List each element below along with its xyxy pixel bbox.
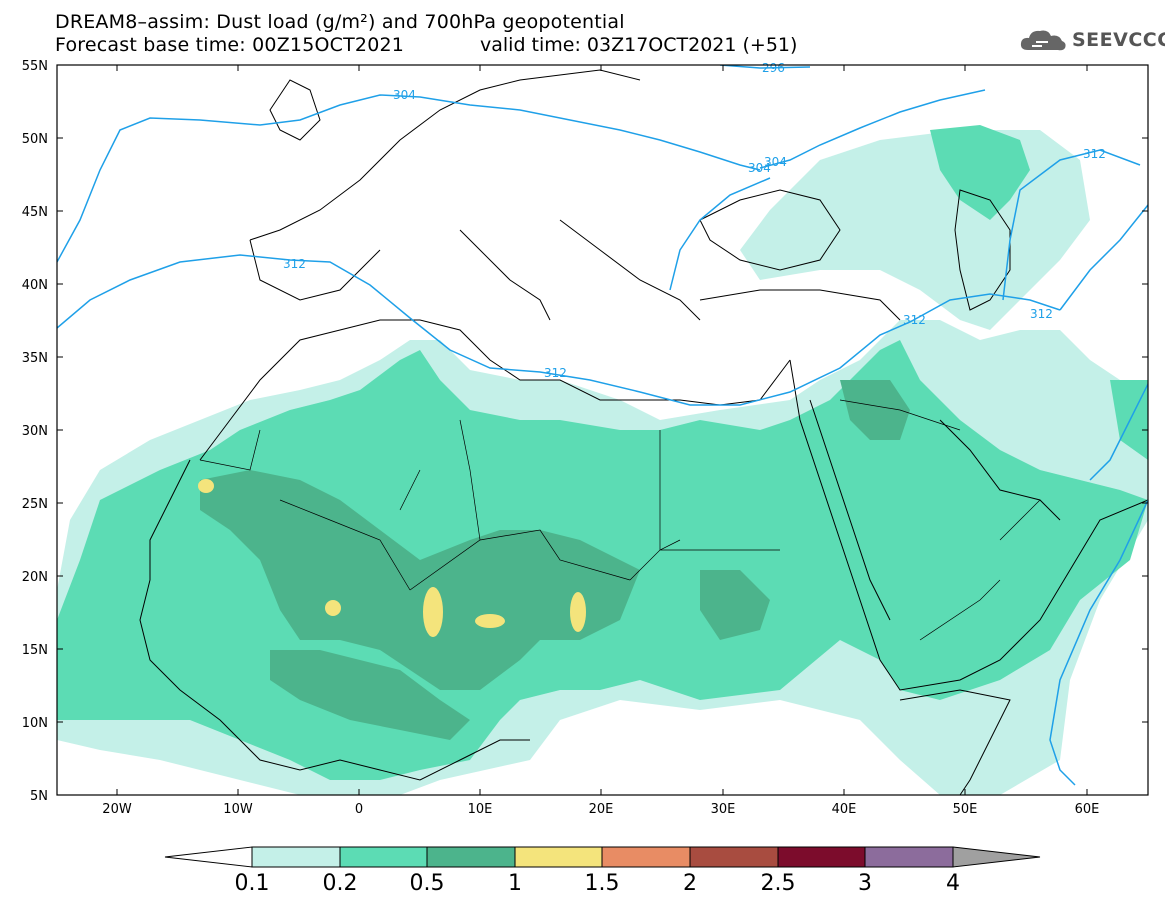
dust-level-1-blob bbox=[198, 479, 214, 493]
seevccc-logo: SEEVCCC bbox=[1018, 26, 1165, 54]
dust-level-1-blob bbox=[325, 600, 341, 616]
lon-axis bbox=[116, 65, 1088, 795]
coastline-italy bbox=[459, 229, 551, 321]
contour-label: 296 bbox=[762, 61, 785, 75]
lat-tick-label: 45N bbox=[22, 205, 48, 220]
dust-level-0.2-region-caspian bbox=[930, 125, 1030, 220]
map-title: DREAM8–assim: Dust load (g/m²) and 700hP… bbox=[55, 11, 625, 33]
coastline-caspian bbox=[954, 189, 1011, 311]
lon-tick-label: 20E bbox=[589, 802, 614, 817]
colorbar-label: 1.5 bbox=[584, 871, 620, 896]
lon-tick-label: 50E bbox=[953, 802, 978, 817]
dust-level-1-blob bbox=[475, 614, 505, 628]
lat-tick-label: 30N bbox=[22, 424, 48, 439]
contour-label: 312 bbox=[544, 366, 567, 380]
contour-304-me bbox=[1089, 382, 1148, 481]
coastline-red-sea bbox=[789, 359, 1148, 691]
contour-label: 304 bbox=[748, 161, 771, 175]
contour-label: 312 bbox=[1083, 147, 1106, 161]
colorbar-label: 0.2 bbox=[322, 871, 358, 896]
lat-tick-label: 50N bbox=[22, 132, 48, 147]
colorbar bbox=[164, 846, 1041, 868]
dust-level-0.5-region bbox=[200, 470, 640, 690]
coastline-north-africa bbox=[199, 319, 791, 461]
dust-level-1-blob bbox=[423, 587, 443, 637]
lat-tick-label: 35N bbox=[22, 351, 48, 366]
coastline-balkans bbox=[559, 219, 701, 321]
lat-tick-label: 20N bbox=[22, 570, 48, 585]
contour-312-tail bbox=[1049, 499, 1148, 786]
coastline-arabia-gulf bbox=[939, 419, 1061, 521]
contour-312-east bbox=[1002, 149, 1141, 301]
lon-tick-labels: 20W 10W 0 10E 20E 30E 40E 50E 60E bbox=[102, 802, 1099, 817]
colorbar-label: 4 bbox=[946, 871, 960, 896]
dust-level-0.5-region-arabia bbox=[840, 380, 910, 440]
border-lines bbox=[199, 399, 1041, 641]
cloud-icon bbox=[1020, 30, 1066, 51]
colorbar-under-triangle bbox=[164, 846, 253, 868]
colorbar-label: 1 bbox=[508, 871, 522, 896]
lon-tick-label: 10E bbox=[468, 802, 493, 817]
valid-time: valid time: 03Z17OCT2021 (+51) bbox=[480, 34, 798, 56]
lon-tick-label: 0 bbox=[355, 802, 363, 817]
dust-level-0.5-region-sahel bbox=[270, 650, 470, 740]
colorbar-over-triangle bbox=[952, 846, 1041, 868]
lon-tick-label: 60E bbox=[1075, 802, 1100, 817]
contour-label: 312 bbox=[1030, 307, 1053, 321]
geopotential-contours bbox=[57, 65, 1148, 786]
contour-label: 312 bbox=[903, 313, 926, 327]
dust-level-0.5-region-east bbox=[700, 570, 770, 640]
colorbar-label: 3 bbox=[858, 871, 872, 896]
lat-tick-label: 15N bbox=[22, 643, 48, 658]
lat-tick-label: 55N bbox=[22, 59, 48, 74]
lon-tick-label: 10W bbox=[223, 802, 253, 817]
colorbar-swatch bbox=[251, 846, 341, 868]
colorbar-swatch bbox=[601, 846, 691, 868]
colorbar-swatch bbox=[689, 846, 779, 868]
contour-312 bbox=[57, 254, 1061, 406]
colorbar-swatch bbox=[339, 846, 428, 868]
colorbar-swatch bbox=[864, 846, 954, 868]
colorbar-label: 0.1 bbox=[234, 871, 270, 896]
contour-304 bbox=[57, 94, 761, 263]
lat-tick-label: 10N bbox=[22, 716, 48, 731]
coastline-red-sea-east bbox=[809, 399, 891, 621]
contour-296 bbox=[719, 65, 811, 69]
coastlines bbox=[139, 69, 1148, 795]
dust-level-0.2-region-east bbox=[1110, 380, 1148, 460]
dust-level-0.1-region-north bbox=[740, 130, 1090, 330]
colorbar-swatch bbox=[514, 846, 603, 868]
colorbar-label: 0.5 bbox=[409, 871, 445, 896]
lon-tick-label: 30E bbox=[711, 802, 736, 817]
coastline-horn bbox=[899, 689, 1011, 795]
colorbar-swatch bbox=[426, 846, 516, 868]
contour-label: 312 bbox=[283, 257, 306, 271]
contour-312-lower bbox=[1059, 204, 1148, 311]
lat-tick-label: 5N bbox=[30, 789, 48, 804]
coastline-iberia bbox=[249, 239, 381, 301]
logo-text: SEEVCCC bbox=[1072, 29, 1165, 51]
dust-shading bbox=[57, 125, 1148, 795]
coastline-turkey bbox=[699, 289, 901, 321]
dust-level-1-blob bbox=[570, 592, 586, 632]
lat-tick-labels: 55N 50N 45N 40N 35N 30N 25N 20N 15N 10N … bbox=[22, 59, 48, 804]
contour-label: 304 bbox=[764, 155, 787, 169]
lat-axis bbox=[57, 64, 1148, 723]
colorbar-swatch bbox=[777, 846, 866, 868]
coastline-uk bbox=[269, 79, 321, 141]
forecast-base-time: Forecast base time: 00Z15OCT2021 bbox=[55, 34, 405, 56]
lat-tick-label: 40N bbox=[22, 278, 48, 293]
lat-tick-label: 25N bbox=[22, 497, 48, 512]
coastline-west-africa bbox=[139, 459, 530, 781]
lon-tick-label: 40E bbox=[832, 802, 857, 817]
contour-label: 304 bbox=[393, 88, 416, 102]
colorbar-label: 2.5 bbox=[760, 871, 796, 896]
colorbar-label: 2 bbox=[683, 871, 697, 896]
coastline-black-sea bbox=[699, 189, 841, 271]
coastline-europe bbox=[249, 69, 641, 241]
lon-tick-label: 20W bbox=[102, 802, 132, 817]
contour-304-ua bbox=[669, 177, 771, 291]
contour-304b bbox=[759, 89, 986, 169]
